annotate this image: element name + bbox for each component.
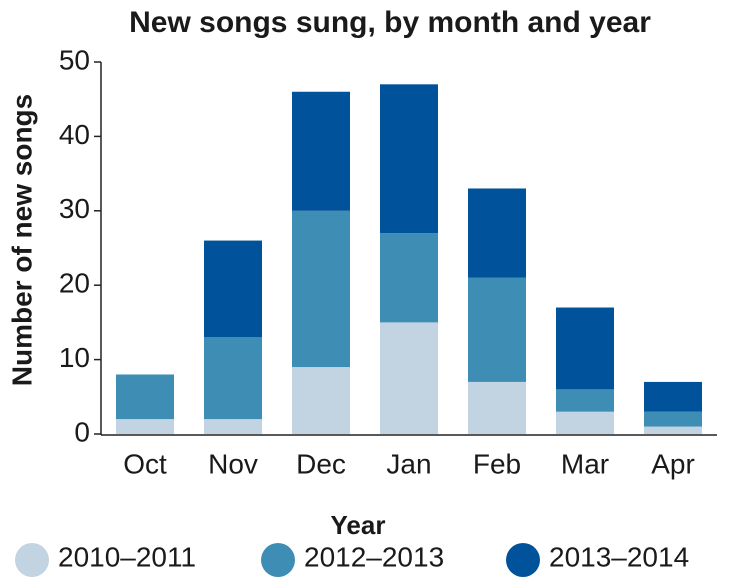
bar-segment — [380, 233, 438, 323]
chart-title: New songs sung, by month and year — [129, 6, 651, 39]
y-tick-label: 10 — [59, 342, 90, 373]
legend-title: Year — [331, 510, 386, 540]
bar-segment — [380, 322, 438, 434]
y-tick-label: 0 — [74, 416, 90, 447]
legend-swatch — [261, 543, 295, 577]
bar-segment — [644, 381, 702, 412]
bar-segment — [292, 367, 350, 434]
bar-segment — [468, 188, 526, 278]
x-tick-label: Feb — [473, 448, 521, 479]
legend-label: 2010–2011 — [58, 541, 196, 572]
y-axis-label: Number of new songs — [6, 94, 37, 386]
x-tick-label: Dec — [296, 448, 346, 479]
bar-segment — [468, 381, 526, 434]
legend-swatch — [506, 543, 540, 577]
bar-segment — [204, 419, 262, 434]
bar-segment — [644, 426, 702, 434]
legend-swatch — [15, 543, 49, 577]
y-tick-label: 30 — [59, 193, 90, 224]
bar-segment — [644, 411, 702, 427]
x-tick-label: Jan — [386, 448, 431, 479]
x-tick-label: Oct — [123, 448, 167, 479]
bar-segment — [556, 411, 614, 434]
legend-label: 2013–2014 — [549, 541, 689, 572]
x-tick-label: Nov — [208, 448, 258, 479]
bar-segment — [556, 389, 614, 412]
legend-label: 2012–2013 — [304, 541, 444, 572]
y-tick-label: 40 — [59, 119, 90, 150]
x-tick-label: Mar — [561, 448, 609, 479]
x-tick-label: Apr — [651, 448, 695, 479]
bar-segment — [204, 240, 262, 338]
bar-segment — [380, 84, 438, 234]
bar-segment — [292, 91, 350, 211]
bar-segment — [116, 419, 174, 434]
y-tick-label: 20 — [59, 268, 90, 299]
bar-segment — [116, 374, 174, 420]
y-tick-label: 50 — [59, 44, 90, 75]
bar-segment — [204, 337, 262, 420]
bar-segment — [556, 307, 614, 390]
bar-segment — [292, 210, 350, 368]
bar-segment — [468, 277, 526, 382]
